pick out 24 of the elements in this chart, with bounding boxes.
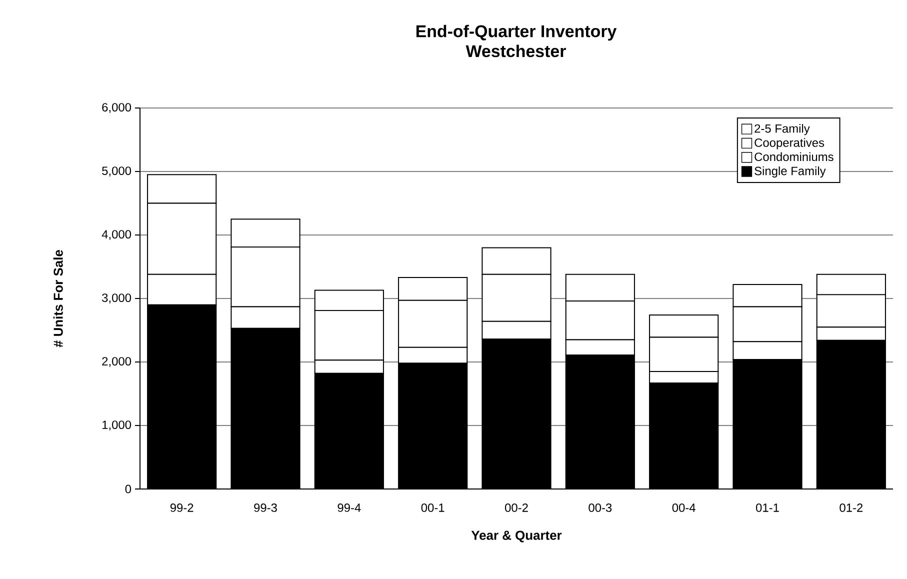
x-tick-label: 01-2 [840,503,863,512]
x-tick-label: 00-4 [672,503,696,512]
y-tick-label: 6,000 [102,103,132,113]
chart-title: End-of-Quarter Inventory [416,24,617,41]
legend-label: Condominiums [754,152,834,162]
legend-label: Cooperatives [754,138,824,150]
y-tick-label: 4,000 [102,230,132,240]
x-axis-title: Year & Quarter [471,530,562,542]
legend-label: 2-5 Family [754,124,810,136]
x-tick-label: 00-1 [421,503,444,512]
x-tick-label: 99-2 [170,503,194,512]
y-tick-label: 0 [125,484,132,494]
x-tick-label: 01-1 [756,503,779,512]
y-tick-label: 2,000 [102,357,132,367]
x-tick-label: 00-2 [505,503,528,512]
legend-label: Single Family [754,166,826,178]
y-tick-label: 3,000 [102,294,132,304]
y-tick-label: 1,000 [102,420,132,430]
chart-subtitle: Westchester [466,44,566,58]
x-tick-label: 00-3 [588,503,612,512]
y-tick-label: 5,000 [102,166,132,176]
x-tick-label: 99-4 [338,503,361,512]
x-tick-label: 99-3 [254,503,277,512]
y-axis-title: # Units For Sale [53,250,63,348]
